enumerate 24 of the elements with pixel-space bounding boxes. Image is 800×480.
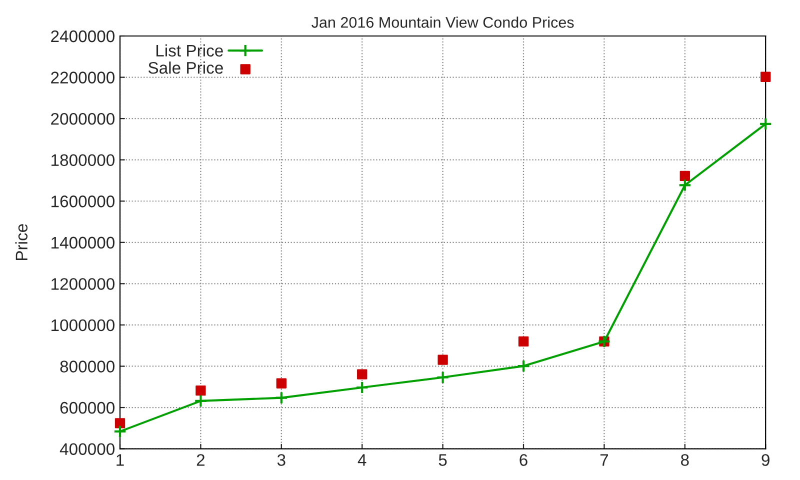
legend-label: Sale Price	[148, 62, 223, 74]
y-tick-label: 1000000	[52, 319, 114, 332]
y-tick-label: 400000	[60, 443, 114, 456]
y-tick-label: 1800000	[52, 154, 114, 166]
x-tick-label: 3	[277, 454, 286, 466]
y-tick-label: 2400000	[51, 30, 114, 42]
x-tick-label: 8	[680, 454, 689, 466]
y-tick-label: 800000	[60, 360, 114, 372]
chart-title: Jan 2016 Mountain View Condo Prices	[312, 16, 574, 28]
x-tick-label: 1	[116, 454, 124, 466]
y-tick-label: 1400000	[52, 236, 114, 249]
y-axis-title: Price	[15, 224, 28, 260]
x-tick-label: 4	[358, 454, 366, 466]
x-tick-label: 6	[520, 454, 528, 466]
y-tick-label: 600000	[60, 402, 114, 414]
y-tick-label: 2000000	[51, 112, 114, 125]
y-tick-label: 1600000	[52, 196, 114, 208]
x-tick-label: 9	[762, 454, 770, 466]
x-tick-label: 7	[600, 454, 608, 466]
y-tick-label: 1200000	[52, 278, 114, 290]
legend-label: List Price	[156, 44, 223, 57]
x-tick-label: 5	[438, 454, 447, 466]
x-tick-label: 2	[196, 454, 204, 466]
y-tick-label: 2200000	[51, 72, 114, 84]
